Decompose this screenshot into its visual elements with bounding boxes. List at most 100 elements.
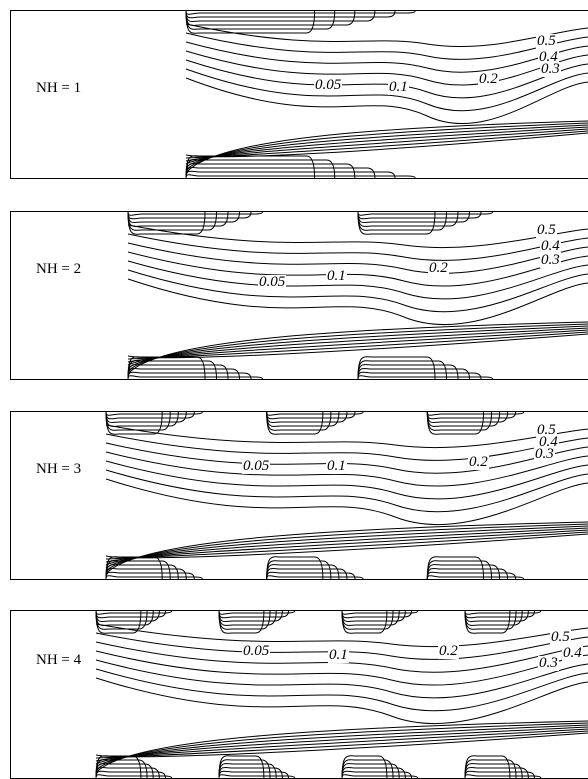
contour-label-0.2: 0.2 — [468, 454, 489, 470]
isotherm-top — [95, 610, 173, 615]
contour-label-0.1: 0.1 — [328, 647, 349, 663]
isotherm-top — [218, 610, 271, 630]
isotherm-top — [357, 211, 436, 235]
isotherm-top — [218, 610, 289, 619]
contour-label-0.05: 0.05 — [242, 458, 271, 474]
isotherm-lower — [185, 130, 588, 159]
isotherm-sweep — [105, 424, 588, 449]
isotherm-sweep — [105, 442, 588, 474]
isotherm-top — [95, 610, 154, 626]
isotherm-sweep — [127, 269, 588, 313]
isotherm-sweep — [105, 451, 588, 487]
isotherm-bottom — [185, 159, 336, 179]
isotherm-lower — [185, 126, 588, 165]
isotherm-sweep — [185, 59, 588, 99]
isotherm-sweep — [127, 224, 588, 249]
contour-label-0.2: 0.2 — [478, 71, 499, 87]
contour-label-0.4: 0.4 — [538, 49, 559, 65]
isotherm-bottom — [341, 755, 388, 779]
isotherm-bottom — [426, 575, 525, 580]
isotherm-lower — [127, 333, 588, 359]
contour-label-0.5: 0.5 — [536, 422, 557, 438]
isotherm-bottom — [266, 567, 348, 580]
isotherm-sweep — [105, 478, 588, 526]
isotherm-top — [185, 10, 396, 19]
isotherm-bottom — [357, 360, 447, 380]
isotherm-bottom — [357, 367, 470, 380]
isotherm-lower — [95, 730, 588, 759]
isotherm-bottom — [218, 766, 283, 779]
isotherm-bottom — [95, 774, 173, 779]
isotherm-top — [95, 610, 160, 623]
isotherm-top — [185, 10, 416, 15]
isotherm-top — [105, 411, 195, 420]
isotherm-top — [105, 411, 179, 427]
isotherm-sweep — [105, 460, 588, 500]
isotherm-top — [426, 411, 509, 424]
isotherm-top — [426, 411, 525, 416]
nh-label: NH = 3 — [36, 461, 82, 477]
isotherm-bottom — [127, 375, 263, 380]
isotherm-sweep — [127, 251, 588, 287]
isotherm-bottom — [266, 556, 324, 580]
isotherm-sweep — [127, 260, 588, 300]
isotherm-top — [185, 10, 356, 26]
isotherm-lower — [185, 132, 588, 158]
panel-frame — [10, 610, 588, 779]
isotherm-sweep — [95, 623, 588, 648]
isotherm-top — [185, 10, 376, 23]
contour-label-0.2: 0.2 — [438, 643, 459, 659]
isotherm-top — [127, 211, 263, 216]
isotherm-bottom — [95, 770, 166, 779]
isotherm-bottom — [105, 556, 163, 580]
panel-nh-3: NH = 3 0.5 0.4 0.3 0.2 0.1 0.05 — [10, 411, 588, 580]
isotherm-sweep — [95, 650, 588, 686]
isotherm-plot — [10, 10, 588, 179]
isotherm-bottom — [357, 371, 482, 380]
isotherm-top — [218, 610, 296, 615]
isotherm-top — [127, 211, 229, 227]
isotherm-bottom — [341, 763, 400, 779]
isotherm-top — [95, 610, 166, 619]
isotherm-top — [357, 211, 482, 220]
isotherm-top — [185, 10, 316, 34]
isotherm-bottom — [218, 755, 265, 779]
isotherm-top — [426, 411, 517, 420]
isotherm-top — [341, 610, 400, 626]
isotherm-sweep — [185, 41, 588, 73]
isotherm-top — [426, 411, 501, 427]
isotherm-top — [105, 411, 163, 435]
isotherm-bottom — [341, 774, 419, 779]
isotherm-top — [266, 411, 340, 427]
isotherm-top — [127, 211, 252, 220]
isotherm-top — [341, 610, 388, 634]
isotherm-top — [218, 610, 277, 626]
isotherm-top — [357, 211, 459, 227]
isotherm-bottom — [426, 564, 501, 580]
contour-label-0.1: 0.1 — [326, 268, 347, 284]
isotherm-top — [464, 610, 529, 623]
isotherm-top — [426, 411, 493, 431]
isotherm-top — [95, 610, 142, 634]
isotherm-bottom — [266, 575, 364, 580]
isotherm-top — [341, 610, 406, 623]
isotherm-bottom — [218, 759, 271, 779]
isotherm-bottom — [185, 174, 416, 179]
isotherm-lower — [127, 321, 588, 375]
isotherm-plot — [10, 211, 588, 380]
isotherm-top — [464, 610, 517, 630]
panel-nh-1: NH = 1 0.5 0.4 0.3 0.2 0.1 0.05 — [10, 10, 588, 179]
isotherm-bottom — [464, 759, 517, 779]
isotherm-top — [357, 211, 447, 231]
isotherm-top — [218, 610, 265, 634]
isotherm-bottom — [127, 371, 252, 380]
isotherm-sweep — [185, 23, 588, 48]
isotherm-top — [105, 411, 203, 416]
isotherm-bottom — [218, 763, 277, 779]
panel-frame — [10, 411, 588, 580]
isotherm-top — [266, 411, 348, 424]
isotherm-bottom — [426, 556, 485, 580]
isotherm-bottom — [218, 774, 296, 779]
contour-label-0.05: 0.05 — [258, 274, 287, 290]
isotherm-top — [266, 411, 324, 435]
